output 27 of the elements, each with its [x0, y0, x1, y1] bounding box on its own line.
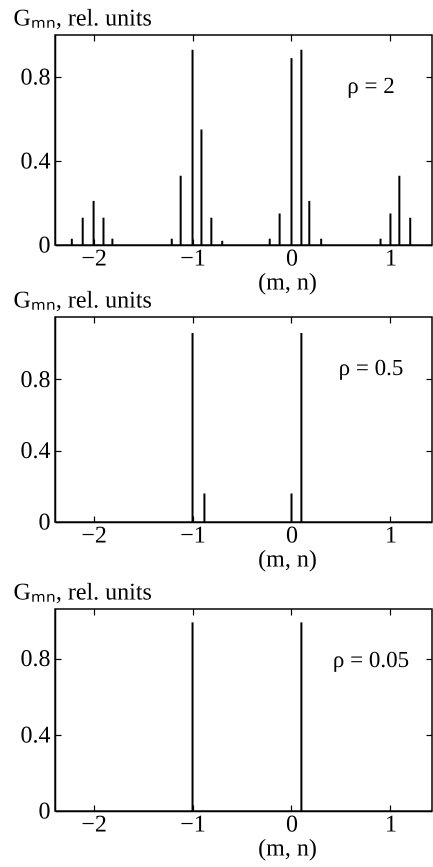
x-tick-label: −1 [180, 522, 206, 548]
annotation: ρ = 2 [347, 73, 395, 98]
x-tick-label: 1 [384, 522, 397, 548]
x-tick-label: −2 [81, 812, 107, 838]
y-axis-title: Gₘₙ, rel. units [14, 288, 152, 314]
x-tick-label: −1 [180, 812, 206, 838]
y-tick-label: 0.4 [20, 438, 50, 464]
y-axis-title: Gₘₙ, rel. units [14, 6, 152, 32]
x-axis-title: (m, n) [258, 546, 317, 572]
x-tick-label: 0 [286, 246, 298, 272]
y-tick-label: 0.8 [20, 646, 50, 672]
x-tick-label: −1 [180, 246, 206, 272]
x-tick-label: 1 [384, 812, 397, 838]
x-tick-label: 1 [384, 246, 397, 272]
y-tick-label: 0.8 [20, 64, 50, 90]
y-tick-label: 0.4 [20, 722, 50, 748]
x-tick-label: −2 [81, 246, 107, 272]
x-axis-title: (m, n) [258, 836, 317, 862]
x-axis-title: (m, n) [258, 270, 317, 296]
x-tick-label: −2 [81, 522, 107, 548]
annotation: ρ = 0.5 [338, 355, 404, 380]
y-tick-label: 0.8 [20, 366, 50, 393]
y-tick-label: 0.4 [20, 148, 50, 174]
annotation: ρ = 0.05 [332, 647, 410, 672]
x-tick-label: 0 [286, 522, 298, 548]
y-axis-title: Gₘₙ, rel. units [14, 580, 152, 606]
x-tick-label: 0 [286, 812, 298, 838]
